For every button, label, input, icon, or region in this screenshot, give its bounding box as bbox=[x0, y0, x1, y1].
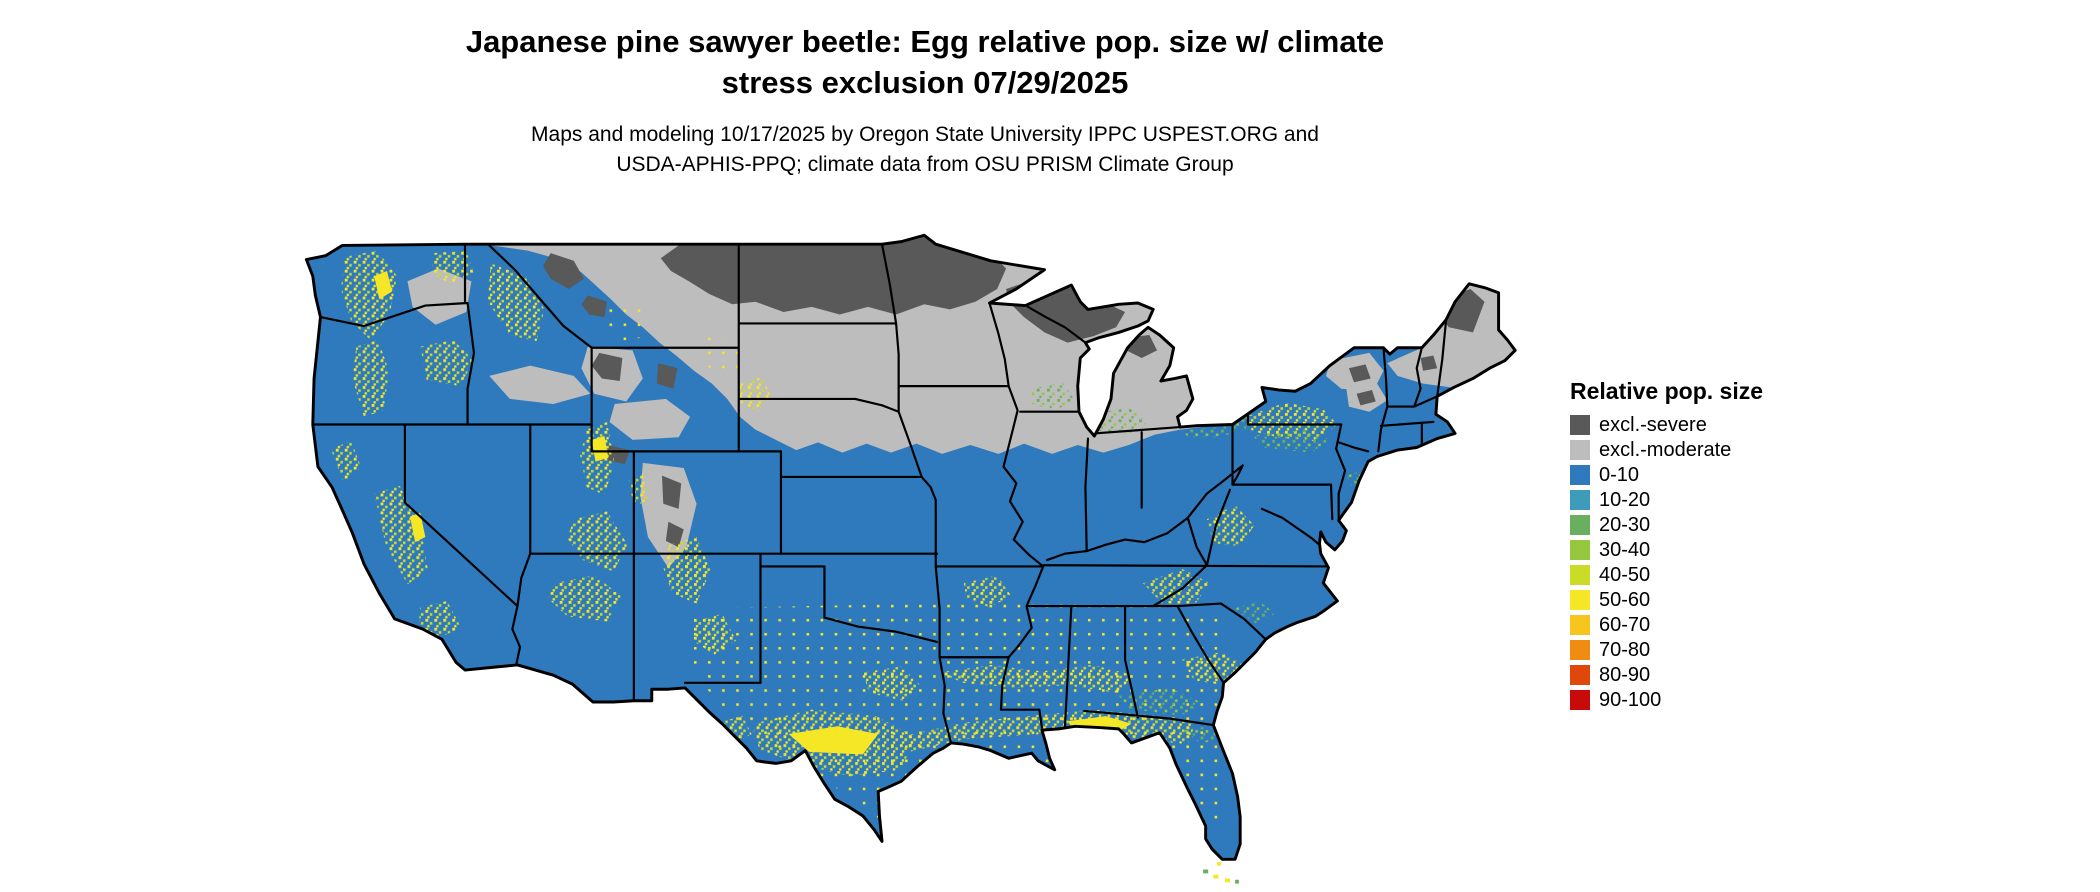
legend-item: 10-20 bbox=[1570, 490, 1763, 510]
legend-label: 40-50 bbox=[1599, 564, 1651, 586]
header: Japanese pine sawyer beetle: Egg relativ… bbox=[0, 22, 1850, 181]
legend-label: 30-40 bbox=[1599, 539, 1651, 561]
title-line-2: stress exclusion 07/29/2025 bbox=[721, 64, 1129, 100]
legend-swatch bbox=[1570, 515, 1590, 535]
legend-item: excl.-moderate bbox=[1570, 440, 1763, 460]
legend-item: 80-90 bbox=[1570, 665, 1763, 685]
florida-keys-dots bbox=[1203, 861, 1239, 884]
legend-swatch bbox=[1570, 540, 1590, 560]
legend-swatch bbox=[1570, 565, 1590, 585]
legend-title: Relative pop. size bbox=[1570, 378, 1764, 404]
legend-swatch bbox=[1570, 615, 1590, 635]
legend-item: 20-30 bbox=[1570, 515, 1763, 535]
legend-item: 0-10 bbox=[1570, 465, 1763, 485]
speckle-yellow-layer bbox=[330, 250, 1338, 777]
us-map bbox=[300, 225, 1528, 890]
page-title: Japanese pine sawyer beetle: Egg relativ… bbox=[0, 22, 1850, 104]
legend-label: 0-10 bbox=[1599, 464, 1640, 486]
legend-label: 70-80 bbox=[1599, 639, 1651, 661]
us-map-svg bbox=[304, 233, 1517, 884]
legend-item: 60-70 bbox=[1570, 615, 1763, 635]
legend-label: excl.-moderate bbox=[1599, 439, 1732, 461]
legend-swatch bbox=[1570, 665, 1590, 685]
page-subtitle: Maps and modeling 10/17/2025 by Oregon S… bbox=[0, 120, 1850, 181]
legend: Relative pop. size excl.-severe excl.-mod… bbox=[1570, 378, 1763, 715]
legend-label: 10-20 bbox=[1599, 489, 1651, 511]
legend-swatch bbox=[1570, 690, 1590, 710]
title-line-1: Japanese pine sawyer beetle: Egg relativ… bbox=[465, 24, 1385, 59]
legend-item: 30-40 bbox=[1570, 540, 1763, 560]
legend-label: 90-100 bbox=[1599, 689, 1662, 711]
legend-swatch bbox=[1570, 640, 1590, 660]
legend-label: 60-70 bbox=[1599, 614, 1651, 636]
legend-swatch bbox=[1570, 415, 1590, 435]
legend-label: 50-60 bbox=[1599, 589, 1651, 611]
subtitle-line-2: USDA-APHIS-PPQ; climate data from OSU PR… bbox=[616, 153, 1234, 177]
legend-item: 40-50 bbox=[1570, 565, 1763, 585]
legend-swatch bbox=[1570, 590, 1590, 610]
legend-item: 70-80 bbox=[1570, 640, 1763, 660]
legend-label: 20-30 bbox=[1599, 514, 1651, 536]
state-borders bbox=[311, 243, 1448, 745]
legend-label: excl.-severe bbox=[1599, 414, 1707, 436]
legend-swatch bbox=[1570, 465, 1590, 485]
legend-label: 80-90 bbox=[1599, 664, 1651, 686]
legend-item: 90-100 bbox=[1570, 690, 1763, 710]
legend-item: excl.-severe bbox=[1570, 415, 1763, 435]
legend-swatch bbox=[1570, 440, 1590, 460]
legend-items: excl.-severe excl.-moderate 0-10 10-20 20-30… bbox=[1570, 415, 1763, 710]
subtitle-line-1: Maps and modeling 10/17/2025 by Oregon S… bbox=[531, 122, 1319, 146]
legend-item: 50-60 bbox=[1570, 590, 1763, 610]
legend-swatch bbox=[1570, 490, 1590, 510]
